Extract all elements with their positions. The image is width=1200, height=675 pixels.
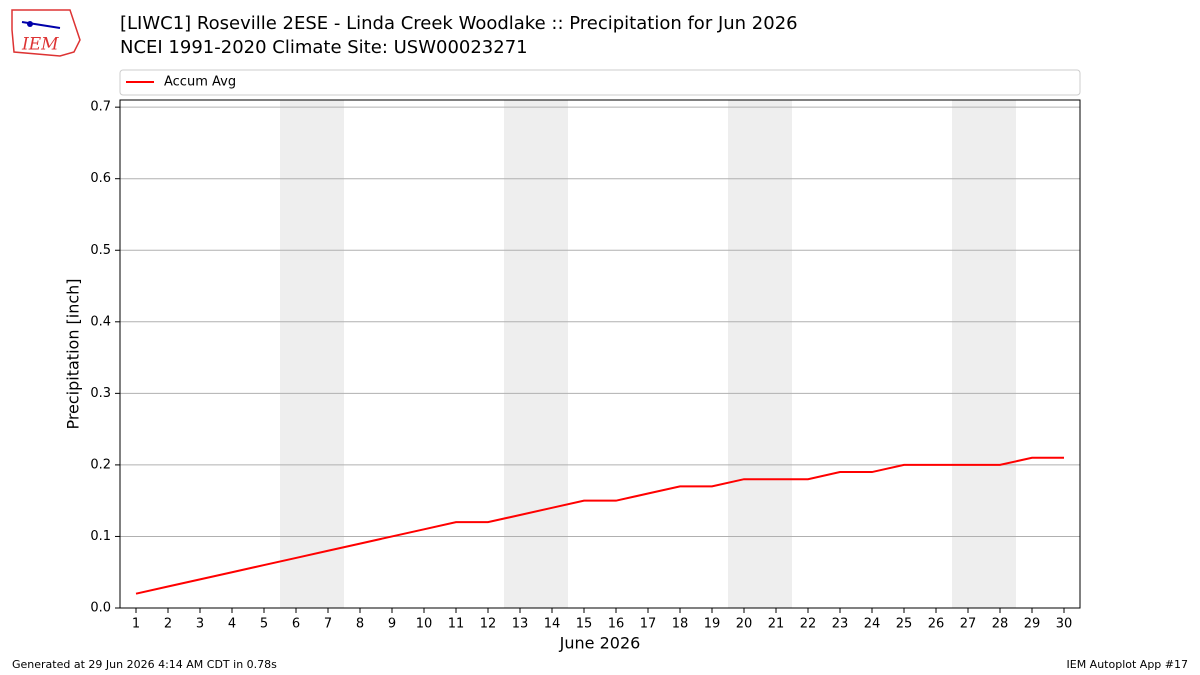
y-tick-label: 0.4 [90,314,111,329]
chart-subtitle: NCEI 1991-2020 Climate Site: USW00023271 [120,37,528,58]
x-tick-label: 28 [992,617,1009,632]
y-tick-label: 0.7 [90,100,111,115]
footer-right: IEM Autoplot App #17 [1067,658,1189,671]
y-tick-label: 0.3 [90,386,111,401]
x-tick-label: 3 [196,617,204,632]
x-tick-label: 30 [1056,617,1073,632]
x-tick-label: 9 [388,617,396,632]
x-tick-label: 1 [132,617,140,632]
x-tick-label: 8 [356,617,364,632]
x-tick-label: 22 [800,617,817,632]
x-tick-label: 6 [292,617,300,632]
weekend-band [952,100,1016,608]
logo-outline [11,9,81,57]
logo: IEM [11,9,81,57]
footer-left: Generated at 29 Jun 2026 4:14 AM CDT in … [12,658,277,671]
y-tick-label: 0.0 [90,601,111,616]
y-tick-label: 0.5 [90,243,111,258]
x-tick-label: 18 [672,617,689,632]
x-tick-label: 2 [164,617,172,632]
x-tick-label: 15 [576,617,593,632]
legend-box [119,69,1081,96]
weekend-band [728,100,792,608]
y-tick-label: 0.2 [90,457,111,472]
legend-label: Accum Avg [164,75,236,90]
weekend-band [504,100,568,608]
x-tick-label: 19 [704,617,721,632]
x-tick-label: 24 [864,617,881,632]
x-tick-label: 4 [228,617,236,632]
x-tick-label: 25 [896,617,913,632]
y-tick-label: 0.6 [90,171,111,186]
x-tick-label: 27 [960,617,977,632]
chart-title: [LIWC1] Roseville 2ESE - Linda Creek Woo… [120,13,798,34]
x-tick-label: 11 [448,617,465,632]
x-tick-label: 16 [608,617,625,632]
x-tick-label: 14 [544,617,561,632]
x-tick-label: 12 [480,617,497,632]
x-tick-label: 20 [736,617,753,632]
x-tick-label: 17 [640,617,657,632]
x-axis-label: June 2026 [559,634,641,653]
x-tick-label: 7 [324,617,332,632]
x-tick-label: 13 [512,617,529,632]
plot-frame [119,99,1081,609]
y-axis-label: Precipitation [inch] [64,278,83,429]
x-tick-label: 23 [832,617,849,632]
y-tick-label: 0.1 [90,529,111,544]
x-tick-label: 29 [1024,617,1041,632]
logo-text: IEM [21,35,59,55]
weekend-band [280,100,344,608]
logo-icon [27,21,33,27]
x-tick-label: 5 [260,617,268,632]
x-tick-label: 21 [768,617,785,632]
series-line [135,456,1064,595]
x-tick-label: 26 [928,617,945,632]
x-tick-label: 10 [416,617,433,632]
